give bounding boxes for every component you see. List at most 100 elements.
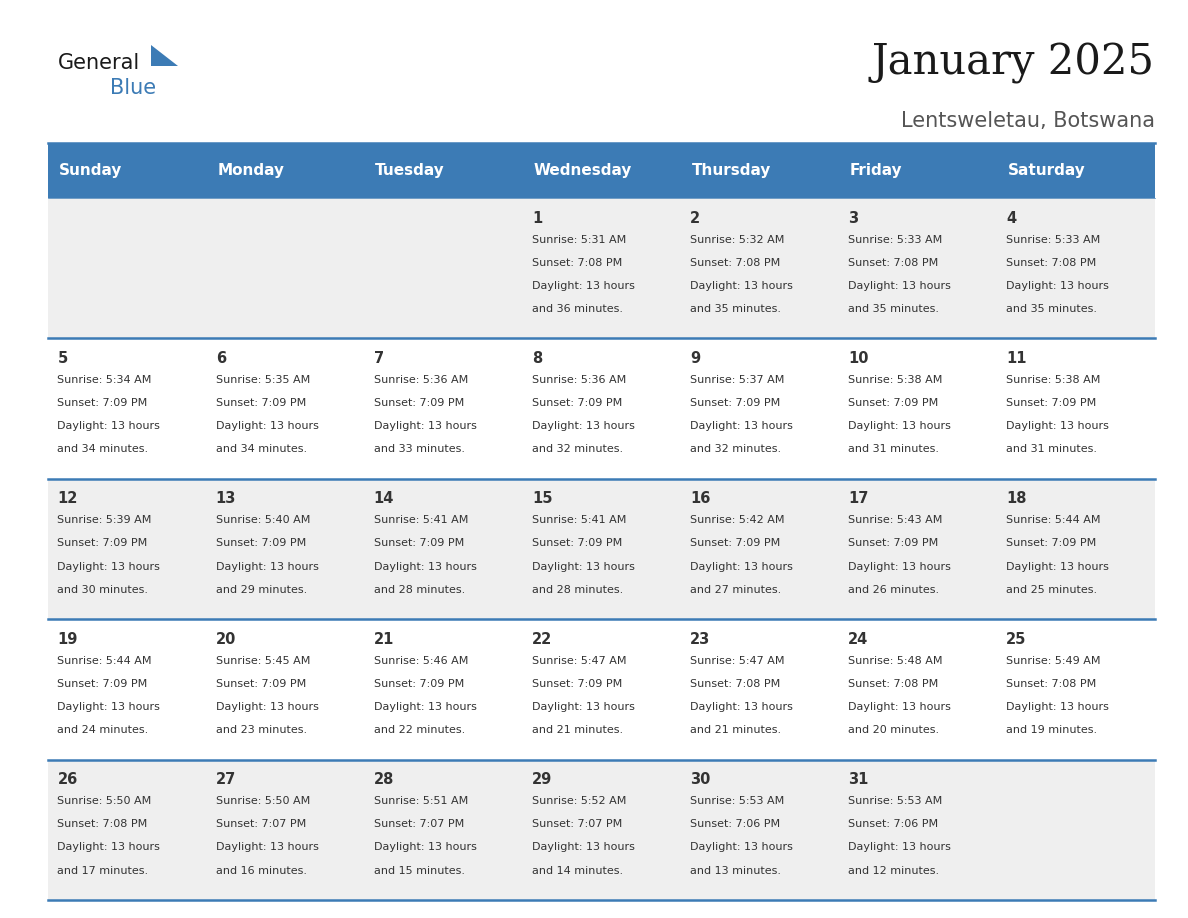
Bar <box>681 620 839 759</box>
Text: Tuesday: Tuesday <box>375 163 446 178</box>
Text: and 36 minutes.: and 36 minutes. <box>532 304 623 314</box>
Text: and 31 minutes.: and 31 minutes. <box>848 444 940 454</box>
Text: Sunset: 7:09 PM: Sunset: 7:09 PM <box>374 539 465 548</box>
Text: Sunset: 7:09 PM: Sunset: 7:09 PM <box>848 398 939 409</box>
Text: Daylight: 13 hours: Daylight: 13 hours <box>216 843 318 853</box>
Bar <box>839 620 997 759</box>
Text: Sunset: 7:09 PM: Sunset: 7:09 PM <box>532 679 623 688</box>
Bar <box>207 759 365 900</box>
Text: Sunset: 7:09 PM: Sunset: 7:09 PM <box>216 539 305 548</box>
Bar <box>839 339 997 479</box>
Text: Sunset: 7:09 PM: Sunset: 7:09 PM <box>1006 398 1097 409</box>
Text: Sunset: 7:08 PM: Sunset: 7:08 PM <box>848 258 939 268</box>
Text: Daylight: 13 hours: Daylight: 13 hours <box>532 843 634 853</box>
Text: 26: 26 <box>57 772 77 788</box>
Text: Sunset: 7:09 PM: Sunset: 7:09 PM <box>374 398 465 409</box>
Text: Sunrise: 5:42 AM: Sunrise: 5:42 AM <box>690 515 784 525</box>
Text: Sunset: 7:09 PM: Sunset: 7:09 PM <box>1006 539 1097 548</box>
Text: 2: 2 <box>690 210 700 226</box>
Bar <box>365 479 523 620</box>
Text: Sunrise: 5:43 AM: Sunrise: 5:43 AM <box>848 515 942 525</box>
Text: Sunrise: 5:33 AM: Sunrise: 5:33 AM <box>1006 234 1100 244</box>
Bar <box>48 198 207 339</box>
Bar <box>997 339 1155 479</box>
Text: and 34 minutes.: and 34 minutes. <box>57 444 148 454</box>
Text: Sunset: 7:08 PM: Sunset: 7:08 PM <box>690 258 781 268</box>
Text: Sunrise: 5:40 AM: Sunrise: 5:40 AM <box>216 515 310 525</box>
Text: Sunrise: 5:48 AM: Sunrise: 5:48 AM <box>848 655 943 666</box>
Bar <box>48 620 207 759</box>
Text: Sunset: 7:09 PM: Sunset: 7:09 PM <box>848 539 939 548</box>
Text: 7: 7 <box>374 351 384 366</box>
Text: Friday: Friday <box>849 163 903 178</box>
Text: 17: 17 <box>848 491 868 507</box>
Text: 31: 31 <box>848 772 868 788</box>
Text: Sunset: 7:08 PM: Sunset: 7:08 PM <box>1006 679 1097 688</box>
Bar <box>523 339 681 479</box>
Bar <box>681 143 839 198</box>
Text: and 25 minutes.: and 25 minutes. <box>1006 585 1098 595</box>
Text: Sunrise: 5:44 AM: Sunrise: 5:44 AM <box>1006 515 1101 525</box>
Text: Sunrise: 5:44 AM: Sunrise: 5:44 AM <box>57 655 152 666</box>
Bar <box>48 759 207 900</box>
Bar <box>839 198 997 339</box>
Text: Lentsweletau, Botswana: Lentsweletau, Botswana <box>901 111 1155 131</box>
Bar <box>207 620 365 759</box>
Text: 22: 22 <box>532 632 552 647</box>
Text: and 35 minutes.: and 35 minutes. <box>1006 304 1098 314</box>
Bar <box>523 479 681 620</box>
Bar <box>997 143 1155 198</box>
Text: Blue: Blue <box>110 78 156 98</box>
Text: Daylight: 13 hours: Daylight: 13 hours <box>374 562 476 572</box>
Text: Sunset: 7:09 PM: Sunset: 7:09 PM <box>374 679 465 688</box>
Bar <box>681 759 839 900</box>
Text: and 22 minutes.: and 22 minutes. <box>374 725 465 735</box>
Text: Daylight: 13 hours: Daylight: 13 hours <box>57 702 160 712</box>
Text: Daylight: 13 hours: Daylight: 13 hours <box>848 421 952 431</box>
Bar <box>365 759 523 900</box>
Text: Sunrise: 5:32 AM: Sunrise: 5:32 AM <box>690 234 784 244</box>
Text: Daylight: 13 hours: Daylight: 13 hours <box>216 702 318 712</box>
Text: and 24 minutes.: and 24 minutes. <box>57 725 148 735</box>
Text: and 23 minutes.: and 23 minutes. <box>216 725 307 735</box>
Text: and 17 minutes.: and 17 minutes. <box>57 866 148 876</box>
Text: Sunrise: 5:39 AM: Sunrise: 5:39 AM <box>57 515 152 525</box>
Text: Sunrise: 5:36 AM: Sunrise: 5:36 AM <box>374 375 468 385</box>
Text: Sunset: 7:08 PM: Sunset: 7:08 PM <box>532 258 623 268</box>
Text: 1: 1 <box>532 210 542 226</box>
Polygon shape <box>151 45 178 66</box>
Text: January 2025: January 2025 <box>872 42 1155 84</box>
Text: Daylight: 13 hours: Daylight: 13 hours <box>532 281 634 291</box>
Text: 13: 13 <box>216 491 236 507</box>
Text: Sunrise: 5:52 AM: Sunrise: 5:52 AM <box>532 796 626 806</box>
Text: Daylight: 13 hours: Daylight: 13 hours <box>374 421 476 431</box>
Text: 28: 28 <box>374 772 394 788</box>
Text: Sunset: 7:09 PM: Sunset: 7:09 PM <box>216 398 305 409</box>
Text: Daylight: 13 hours: Daylight: 13 hours <box>57 843 160 853</box>
Text: Sunrise: 5:33 AM: Sunrise: 5:33 AM <box>848 234 942 244</box>
Text: 10: 10 <box>848 351 868 366</box>
Text: Sunset: 7:09 PM: Sunset: 7:09 PM <box>57 539 147 548</box>
Text: 14: 14 <box>374 491 394 507</box>
Text: Sunset: 7:07 PM: Sunset: 7:07 PM <box>216 819 305 829</box>
Text: Monday: Monday <box>217 163 284 178</box>
Text: and 15 minutes.: and 15 minutes. <box>374 866 465 876</box>
Bar <box>207 198 365 339</box>
Text: Daylight: 13 hours: Daylight: 13 hours <box>690 421 792 431</box>
Text: 6: 6 <box>216 351 226 366</box>
Text: and 35 minutes.: and 35 minutes. <box>690 304 781 314</box>
Text: 3: 3 <box>848 210 858 226</box>
Bar <box>365 620 523 759</box>
Text: Sunrise: 5:31 AM: Sunrise: 5:31 AM <box>532 234 626 244</box>
Text: and 16 minutes.: and 16 minutes. <box>216 866 307 876</box>
Text: Wednesday: Wednesday <box>533 163 632 178</box>
Text: Sunset: 7:09 PM: Sunset: 7:09 PM <box>532 539 623 548</box>
Text: and 21 minutes.: and 21 minutes. <box>532 725 623 735</box>
Text: Sunrise: 5:53 AM: Sunrise: 5:53 AM <box>690 796 784 806</box>
Text: Daylight: 13 hours: Daylight: 13 hours <box>1006 562 1110 572</box>
Text: and 29 minutes.: and 29 minutes. <box>216 585 307 595</box>
Text: Sunrise: 5:35 AM: Sunrise: 5:35 AM <box>216 375 310 385</box>
Text: Saturday: Saturday <box>1007 163 1086 178</box>
Text: Daylight: 13 hours: Daylight: 13 hours <box>216 421 318 431</box>
Text: 25: 25 <box>1006 632 1026 647</box>
